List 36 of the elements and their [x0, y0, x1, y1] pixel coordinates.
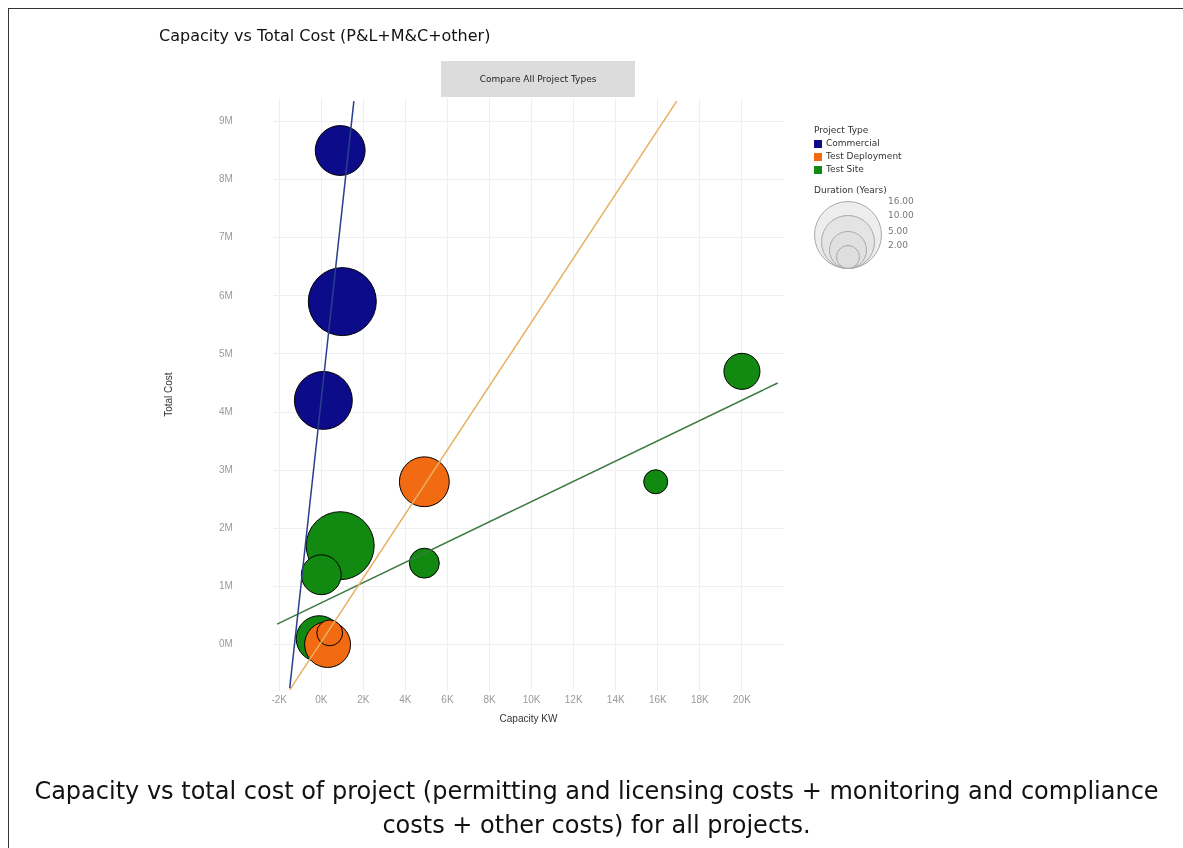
y-axis-title: Total Cost — [162, 372, 174, 417]
y-tick-label: 8M — [218, 173, 233, 185]
y-tick-label: 4M — [218, 405, 233, 417]
y-tick-label: 0M — [218, 638, 233, 650]
legend-label: 5.00 — [888, 225, 909, 238]
y-tick-label: 3M — [218, 463, 233, 475]
x-axis-title: Capacity KW — [499, 712, 558, 724]
x-tick-label: 18K — [690, 693, 710, 705]
legend-title: Project Type — [814, 124, 870, 137]
legend-label: 2.00 — [888, 238, 909, 252]
x-tick-label: -2K — [271, 693, 288, 705]
x-tick-label: 20K — [733, 693, 752, 705]
x-tick-label: 2K — [357, 693, 370, 705]
legend-label: 16.00 — [888, 195, 914, 208]
legend-label: 10.00 — [888, 209, 914, 223]
x-tick-label: 4K — [399, 693, 412, 705]
x-tick-label: 12K — [564, 693, 583, 705]
x-tick-label: 8K — [483, 693, 496, 705]
y-tick-label: 7M — [218, 231, 233, 243]
y-tick-label: 2M — [218, 522, 233, 534]
y-tick-label: 5M — [218, 347, 233, 359]
text: Compare All Project Types — [441, 61, 635, 97]
x-tick-label: 6K — [441, 693, 454, 705]
chart-title: Capacity vs Total Cost (P&L+M&C+other) — [159, 25, 491, 45]
x-tick-label: 10K — [522, 693, 541, 705]
text: Duration (Years) — [814, 184, 888, 197]
text: Capacity vs total cost of project (permitting and licensing costs + monitoring and compliance costs + other costs) for all projects. — [33, 776, 1160, 841]
y-tick-label: 1M — [218, 580, 233, 592]
legend-label: Test Site — [826, 163, 864, 176]
y-tick-label: 6M — [218, 289, 233, 301]
x-tick-label: 0K — [315, 693, 328, 705]
x-tick-label: 14K — [606, 693, 625, 705]
legend-label: Commercial — [826, 137, 880, 150]
legend-label: Test Deployment — [826, 150, 902, 163]
x-tick-label: 16K — [648, 693, 668, 705]
y-tick-label: 9M — [218, 115, 233, 127]
